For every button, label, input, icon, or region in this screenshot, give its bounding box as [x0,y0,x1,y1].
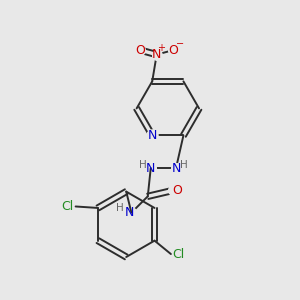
Text: N: N [152,48,161,61]
Text: H: H [139,160,146,170]
Text: Cl: Cl [61,200,74,213]
Text: H: H [116,203,124,213]
Text: O: O [172,184,182,197]
Text: +: + [157,43,165,53]
Text: Cl: Cl [172,248,184,260]
Text: N: N [146,162,155,175]
Text: O: O [168,44,178,57]
Text: N: N [148,129,157,142]
Text: −: − [176,39,184,49]
Text: N: N [171,162,181,175]
Text: N: N [125,206,135,219]
Text: O: O [135,44,145,57]
Text: H: H [181,160,188,170]
